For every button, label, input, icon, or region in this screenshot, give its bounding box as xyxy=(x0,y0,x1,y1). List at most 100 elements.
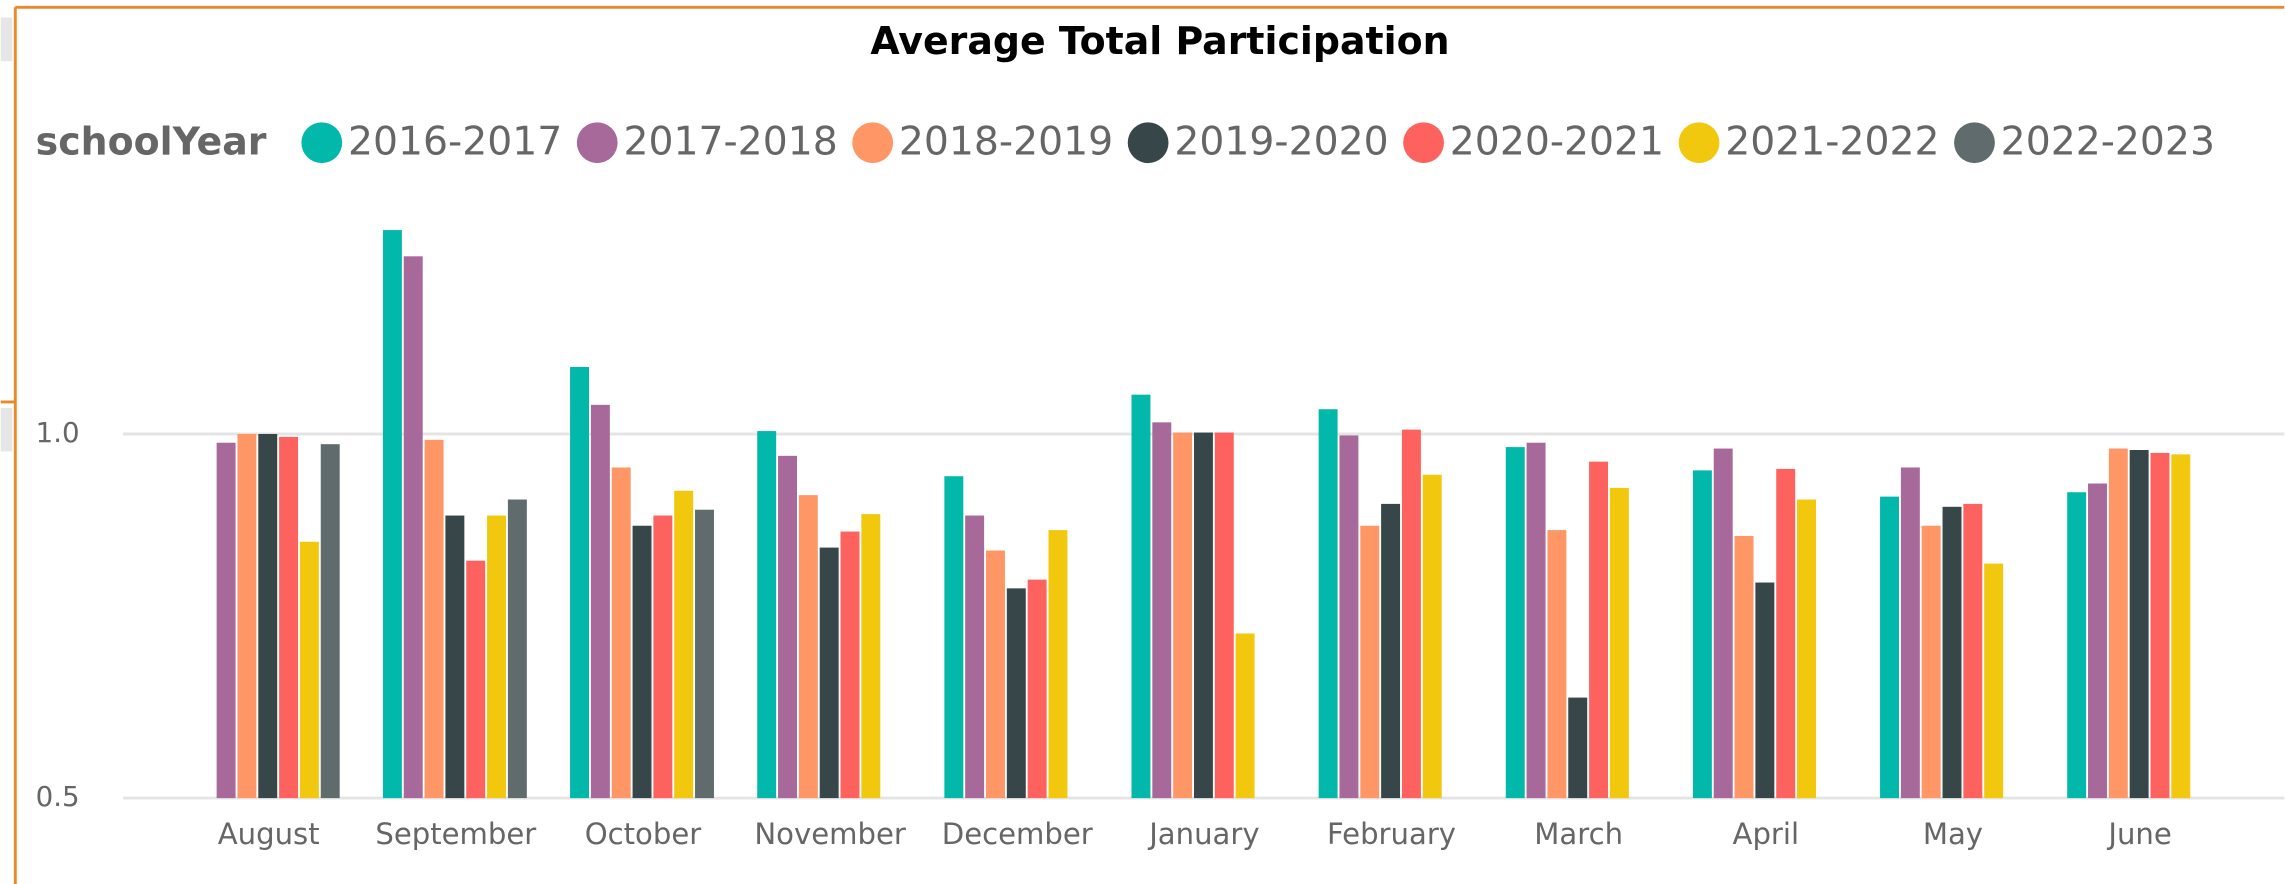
legend-label: 2021-2022 xyxy=(1725,120,1939,165)
bar xyxy=(1984,563,2004,799)
bar xyxy=(1360,525,1380,799)
bar xyxy=(1422,474,1442,799)
bar xyxy=(632,525,652,799)
x-tick-label: March xyxy=(1534,817,1623,851)
bar xyxy=(1776,468,1796,799)
y-tick-label: 1.0 xyxy=(36,416,80,449)
bar xyxy=(1692,470,1712,799)
bar xyxy=(237,433,257,799)
bar xyxy=(1027,579,1047,799)
legend-label: 2016-2017 xyxy=(348,120,562,165)
legend-swatch xyxy=(1127,122,1169,164)
bar xyxy=(1505,447,1525,799)
bar xyxy=(2171,454,2191,799)
x-tick-label: November xyxy=(754,817,905,851)
bar xyxy=(674,490,694,799)
bar xyxy=(757,431,777,799)
bar xyxy=(986,550,1005,799)
bar xyxy=(1006,588,1026,799)
x-tick-label: October xyxy=(585,817,702,851)
bar xyxy=(1526,442,1546,799)
x-tick-label: June xyxy=(2106,817,2171,851)
bar xyxy=(1131,394,1151,799)
legend-label: 2020-2021 xyxy=(1450,120,1664,165)
x-tick-label: February xyxy=(1327,817,1456,851)
bar xyxy=(1381,503,1401,799)
legend-swatch xyxy=(301,122,343,164)
bar xyxy=(299,541,319,799)
bar xyxy=(819,547,839,799)
bar xyxy=(1713,448,1733,799)
bar xyxy=(258,433,278,799)
bar xyxy=(1318,409,1338,799)
bar xyxy=(1401,429,1421,799)
x-tick-label: January xyxy=(1147,817,1259,851)
bar xyxy=(216,442,236,799)
chart-title: Average Total Participation xyxy=(870,19,1449,63)
bar xyxy=(1048,530,1068,799)
legend-swatch xyxy=(1954,122,1995,164)
legend-swatch xyxy=(1403,122,1444,164)
bar xyxy=(944,476,964,799)
bar xyxy=(1921,525,1941,799)
bar xyxy=(570,366,590,799)
x-tick-label: September xyxy=(375,817,536,851)
y-tick-label: 0.5 xyxy=(36,780,80,813)
side-tab xyxy=(0,407,13,452)
bar xyxy=(507,499,527,799)
legend-swatch xyxy=(576,122,618,164)
bar xyxy=(1734,535,1754,799)
bar xyxy=(590,404,610,799)
bar xyxy=(2088,483,2107,799)
bar xyxy=(1339,435,1359,799)
bar xyxy=(1568,697,1588,799)
bar xyxy=(1797,499,1816,799)
bar xyxy=(861,514,881,799)
bar xyxy=(424,439,444,799)
legend-label: 2022-2023 xyxy=(2001,120,2215,165)
bar xyxy=(487,515,507,799)
bar xyxy=(1547,530,1567,799)
x-tick-label: August xyxy=(218,817,320,851)
bar xyxy=(778,455,797,799)
bar xyxy=(2129,450,2149,799)
bar xyxy=(1214,432,1234,799)
bar xyxy=(1235,633,1255,799)
bar xyxy=(1880,496,1899,799)
legend-swatch xyxy=(852,122,894,164)
bar xyxy=(1755,582,1775,799)
bar xyxy=(466,560,486,799)
bar xyxy=(320,444,340,799)
bar xyxy=(1609,487,1629,799)
bar xyxy=(695,509,714,799)
x-tick-label: December xyxy=(942,817,1093,851)
bar xyxy=(1193,432,1213,799)
bar xyxy=(611,467,631,799)
legend-label: 2017-2018 xyxy=(623,120,837,165)
bar xyxy=(2067,492,2087,799)
bar xyxy=(279,436,299,799)
legend-label: 2019-2020 xyxy=(1174,120,1388,165)
bar xyxy=(445,515,465,799)
bar xyxy=(1589,461,1609,799)
legend-title: schoolYear xyxy=(36,120,267,164)
bar xyxy=(403,256,423,799)
legend-label: 2018-2019 xyxy=(899,120,1113,165)
bar xyxy=(1942,506,1962,799)
bar xyxy=(798,495,818,799)
bar xyxy=(1900,467,1920,799)
bar xyxy=(382,230,402,799)
bar xyxy=(2108,448,2128,799)
bar xyxy=(2150,452,2170,799)
side-tab xyxy=(0,17,13,62)
bar xyxy=(965,515,985,799)
bar xyxy=(1963,503,1983,799)
x-tick-label: April xyxy=(1733,817,1800,851)
bar xyxy=(1173,432,1193,799)
x-tick-label: May xyxy=(1923,817,1983,851)
bar xyxy=(840,531,860,799)
legend-swatch xyxy=(1678,122,1720,164)
bar xyxy=(653,515,673,799)
